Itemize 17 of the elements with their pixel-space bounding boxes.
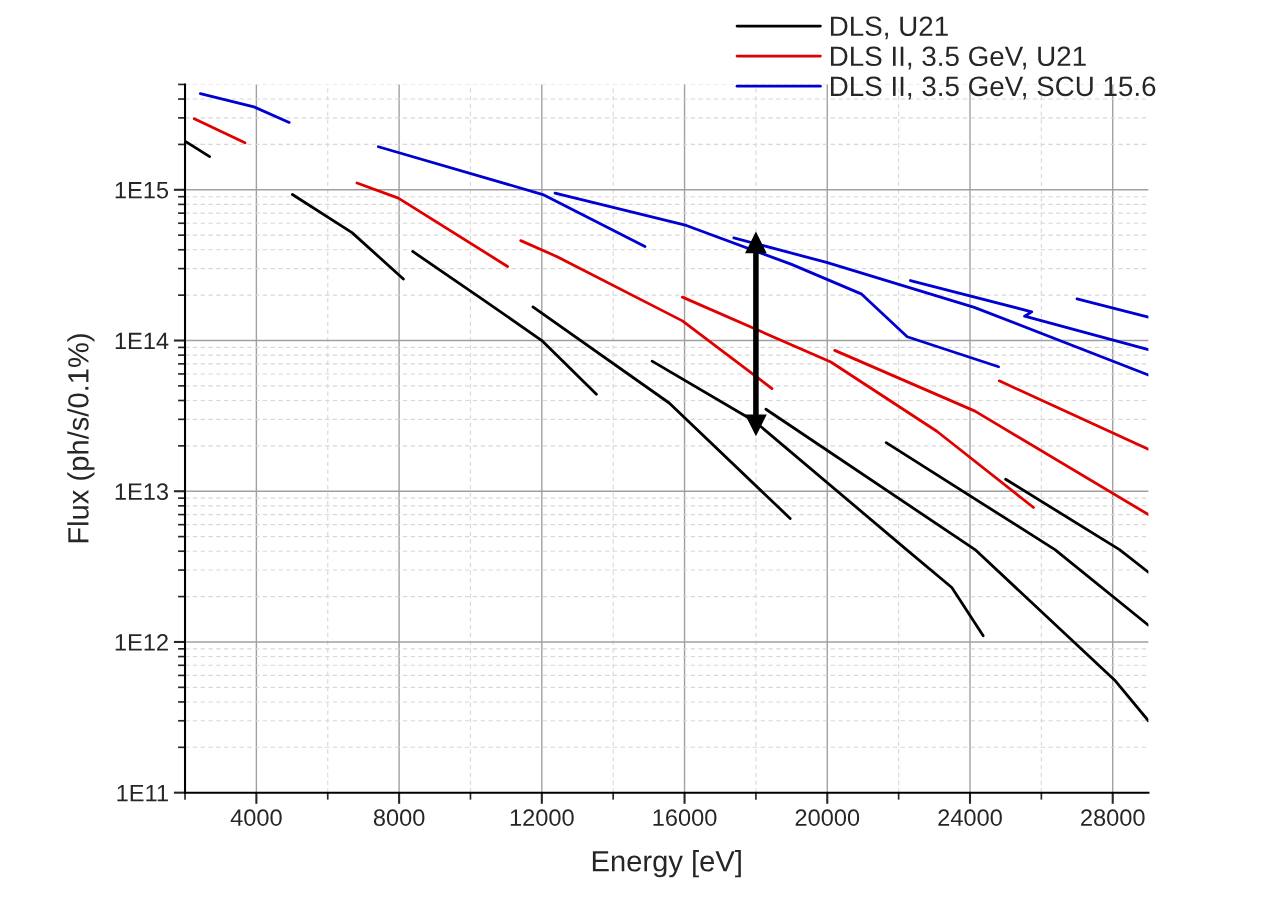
legend-label: DLS, U21 — [830, 16, 948, 40]
y-tick-label: 1E14 — [115, 332, 169, 350]
x-axis-title: Energy [eV] — [592, 850, 741, 878]
x-tick-label: 20000 — [795, 809, 860, 826]
y-tick-label: 1E11 — [117, 785, 168, 802]
x-tick-label: 4000 — [230, 809, 282, 826]
x-tick-label: 28000 — [1081, 809, 1145, 826]
legend-label: DLS II, 3.5 GeV, SCU 15.6 — [830, 76, 1156, 100]
legend-label: DLS II, 3.5 GeV, U21 — [830, 46, 1086, 70]
y-axis-title: Flux (ph/s/0.1%) — [67, 334, 95, 543]
x-tick-label: 8000 — [373, 809, 425, 826]
x-tick-label: 24000 — [938, 809, 1002, 826]
y-tick-label: 1E13 — [115, 483, 169, 501]
x-tick-label: 16000 — [653, 809, 717, 826]
y-tick-label: 1E12 — [115, 634, 168, 651]
x-tick-label: 12000 — [510, 809, 574, 826]
y-tick-label: 1E15 — [115, 182, 169, 199]
